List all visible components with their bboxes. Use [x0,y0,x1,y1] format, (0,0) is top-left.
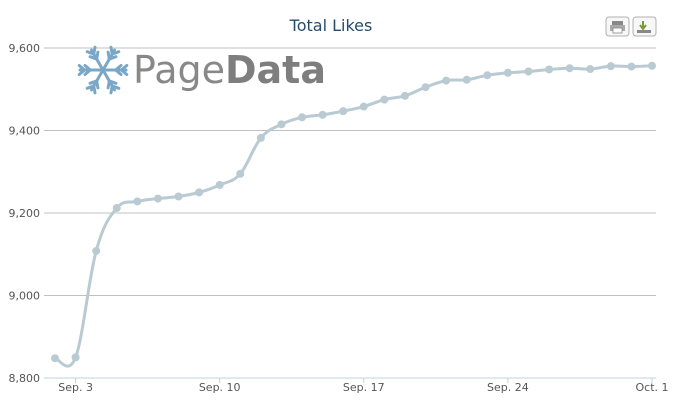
pagedata-logo: PageData [77,45,326,95]
data-point[interactable] [133,197,142,206]
y-tick-label: 8,800 [9,372,41,385]
data-point[interactable] [648,61,656,70]
logo-text-page: Page [133,48,225,92]
data-point[interactable] [256,133,265,142]
x-tick-label: Sep. 17 [343,381,385,394]
data-point[interactable] [462,75,471,84]
snowflake-icon [77,45,129,95]
series-total-likes [53,64,654,368]
data-point[interactable] [215,180,224,189]
print-button[interactable] [605,16,630,37]
x-tick-label: Sep. 10 [199,381,241,394]
data-point[interactable] [442,76,451,85]
y-tick-label: 9,400 [9,125,41,138]
data-point[interactable] [174,192,183,201]
data-point[interactable] [627,62,636,71]
chart-title: Total Likes [289,16,373,35]
data-point[interactable] [565,64,574,73]
print-icon [610,21,625,34]
data-point[interactable] [71,353,80,362]
data-point[interactable] [153,194,162,203]
y-tick-label: 9,000 [9,290,41,303]
series-points [51,61,656,363]
x-axis-ticks: Sep. 3 Sep. 10 Sep. 17 Sep. 24 Oct. 1 [58,378,669,394]
grid-lines [44,47,656,379]
data-point[interactable] [586,65,595,74]
download-icon [637,21,651,33]
x-tick-label: Oct. 1 [635,381,668,394]
data-point[interactable] [400,91,409,100]
data-point[interactable] [483,71,492,80]
data-point[interactable] [524,67,533,76]
svg-text:PageData: PageData [133,48,326,92]
data-point[interactable] [503,68,512,77]
data-point[interactable] [606,62,615,71]
data-point[interactable] [380,95,389,104]
logo-text-data: Data [225,48,326,92]
y-axis-ticks: 8,800 9,000 9,200 9,400 9,600 [9,42,41,385]
y-tick-label: 9,200 [9,207,41,220]
data-point[interactable] [112,204,121,213]
data-point[interactable] [51,354,59,363]
y-tick-label: 9,600 [9,42,41,55]
data-point[interactable] [545,65,554,74]
data-point[interactable] [236,169,245,178]
data-point[interactable] [318,110,327,119]
data-point[interactable] [92,246,101,255]
series-line [53,64,654,368]
x-tick-label: Sep. 3 [58,381,93,394]
data-point[interactable] [277,120,286,129]
data-point[interactable] [298,113,307,122]
data-point[interactable] [421,83,430,92]
data-point[interactable] [195,188,204,197]
x-tick-label: Sep. 24 [487,381,529,394]
data-point[interactable] [339,107,348,116]
export-button[interactable] [632,16,657,37]
data-point[interactable] [359,102,368,111]
